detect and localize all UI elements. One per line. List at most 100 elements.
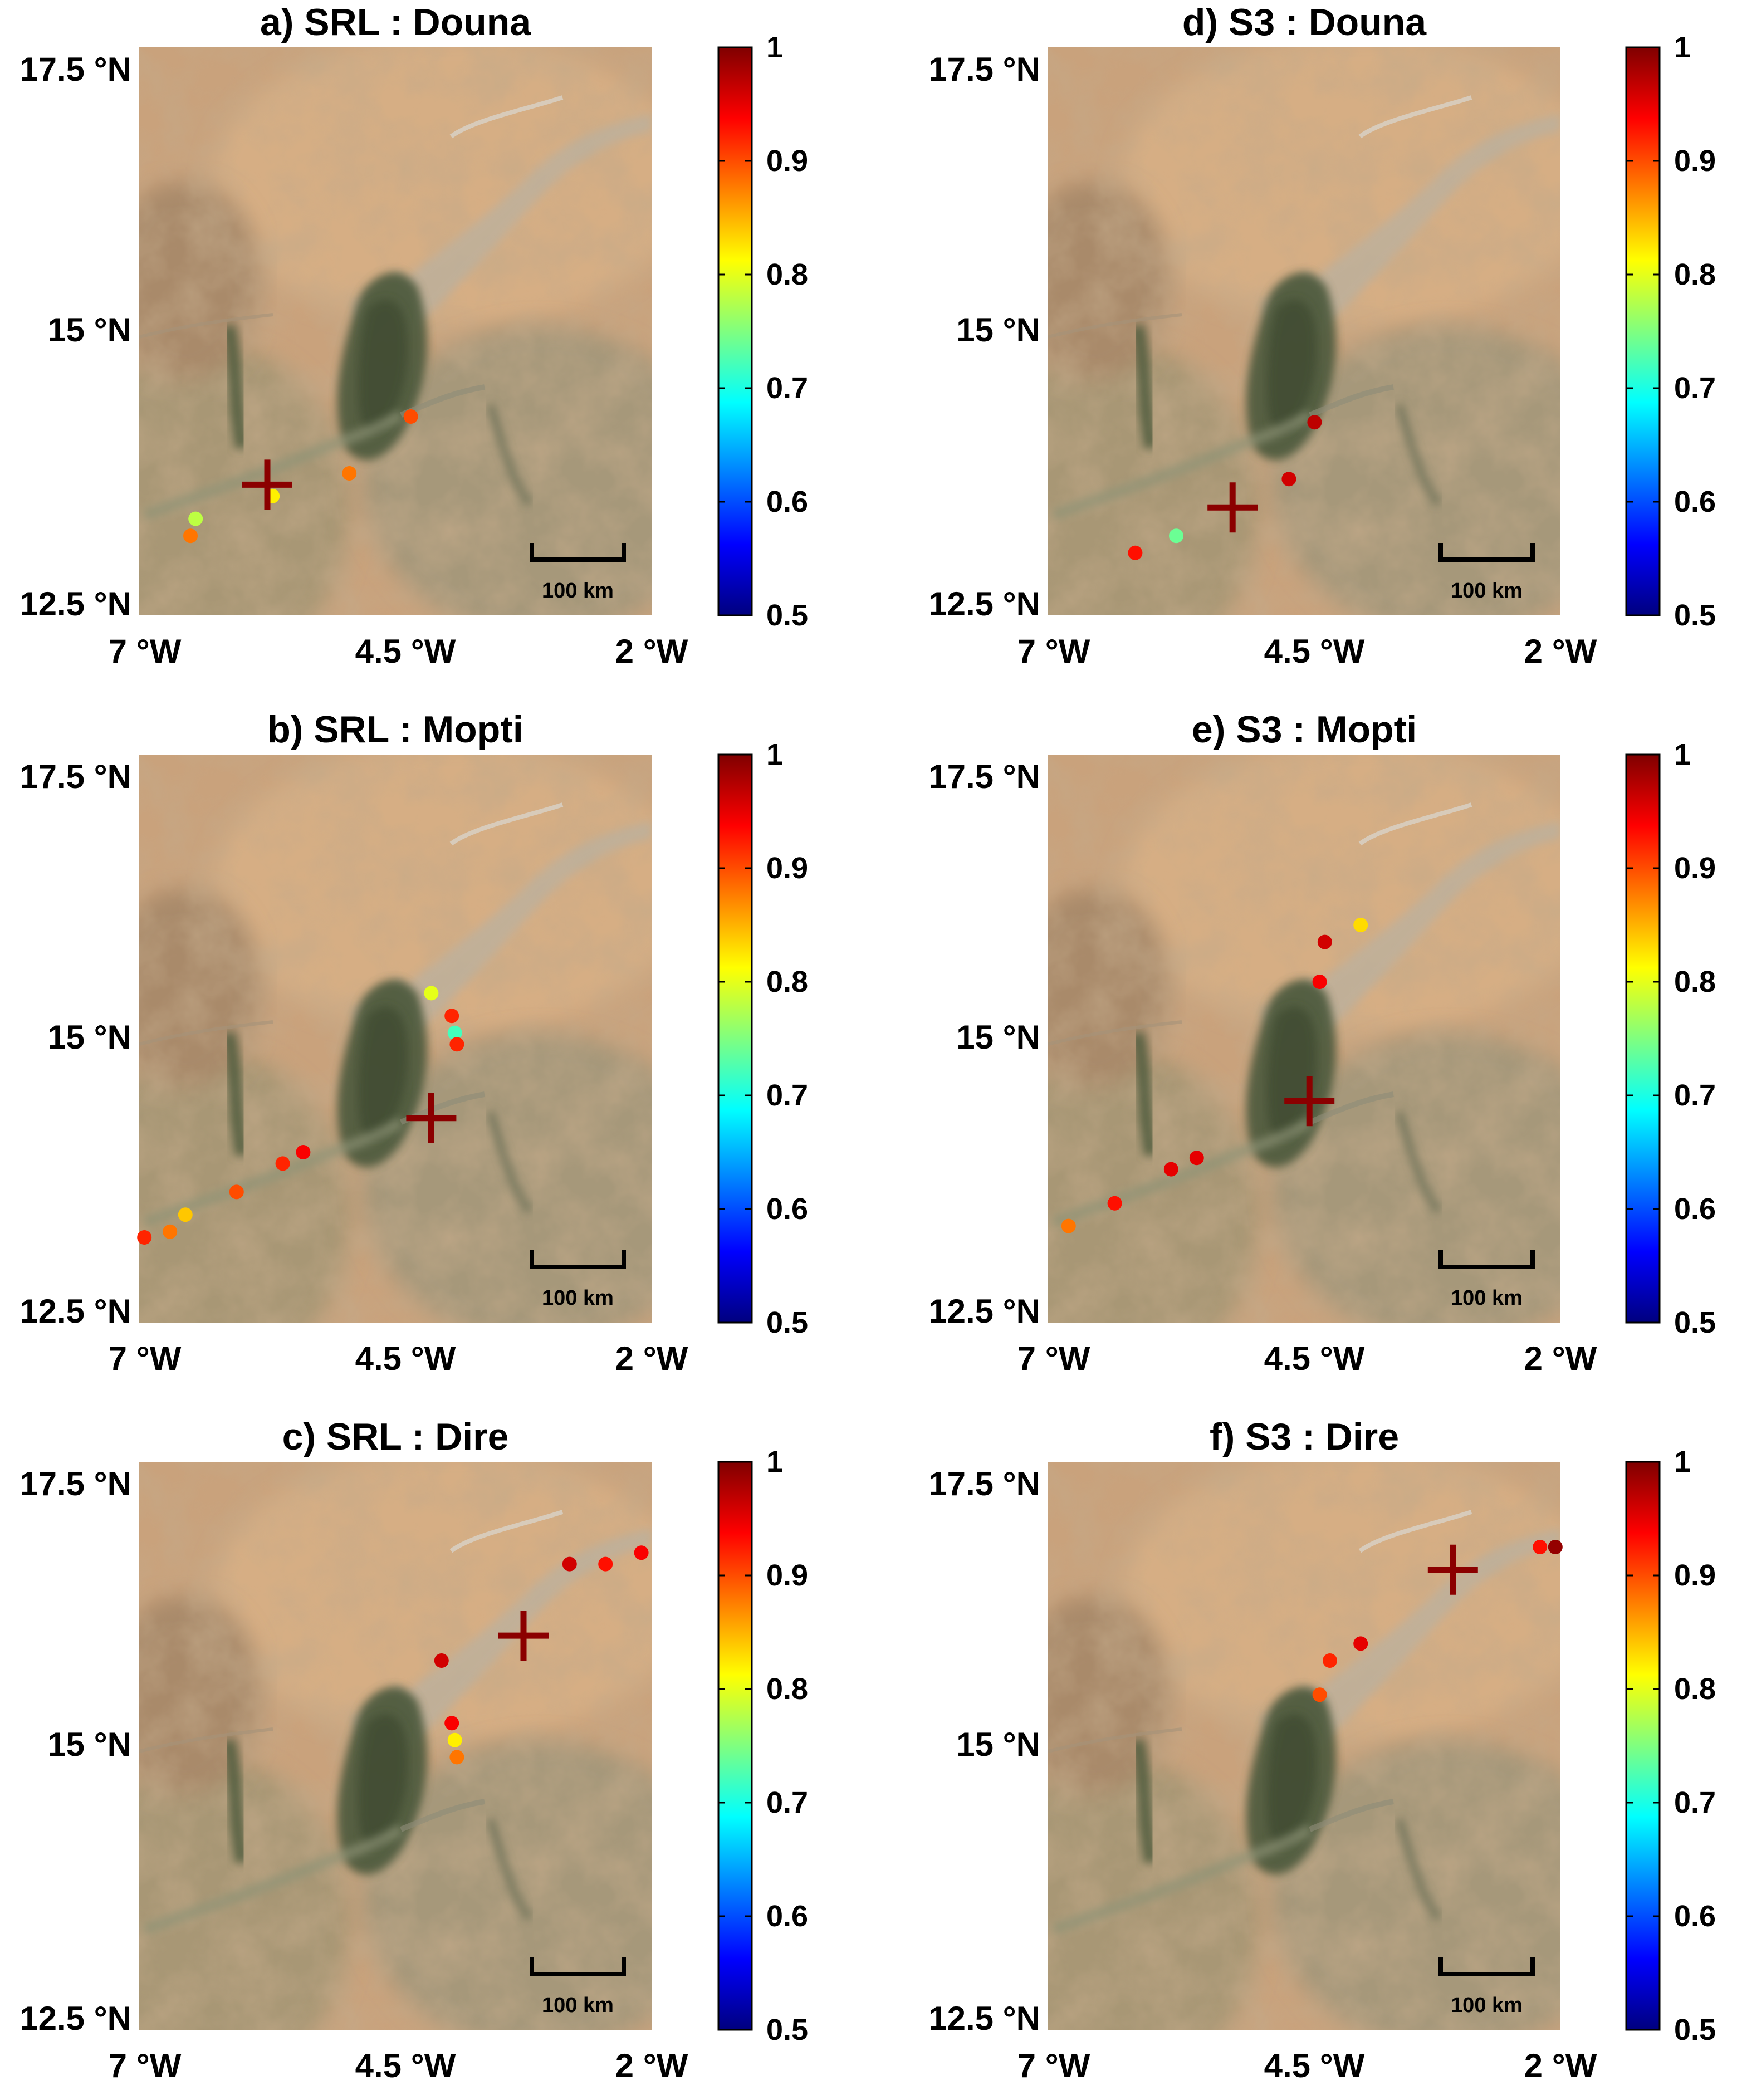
colorbar-tick-label: 0.5 — [766, 599, 808, 632]
colorbar-tick-label: 0.7 — [1674, 1786, 1716, 1819]
lon-tick-label: 2 °W — [615, 2047, 688, 2084]
map-panel-c: c) SRL : Dire 17.5 °N 15 °N 12.5 °N 7 °W 4.5 … — [19, 1416, 808, 2091]
colorbar: 1 0.9 0.8 0.7 0.6 0.5 — [1625, 1445, 1716, 2047]
lat-tick-label: 15 °N — [47, 1726, 131, 1763]
station-marker — [1323, 1653, 1337, 1668]
lat-tick-label: 12.5 °N — [19, 1293, 131, 1330]
panel-title: c) SRL : Dire — [282, 1416, 509, 1458]
gauge-cross-marker — [498, 1611, 549, 1661]
station-marker — [188, 511, 203, 526]
colorbar-tick-label: 1 — [1674, 31, 1691, 64]
colorbar-tick-label: 0.6 — [766, 1900, 808, 1933]
lon-tick-label: 4.5 °W — [355, 2047, 456, 2084]
gauge-cross-marker — [242, 459, 292, 510]
station-marker — [1548, 1540, 1563, 1554]
lon-tick-label: 7 °W — [109, 2047, 182, 2084]
station-marker — [403, 409, 418, 424]
colorbar-tick-label: 0.7 — [766, 1786, 808, 1819]
lat-tick-label: 12.5 °N — [928, 585, 1040, 623]
lat-tick-label: 15 °N — [47, 311, 131, 349]
station-marker — [183, 528, 198, 544]
panel-title: a) SRL : Douna — [260, 1, 531, 43]
panel-title: e) S3 : Mopti — [1192, 708, 1417, 751]
colorbar-tick-label: 0.6 — [1674, 485, 1716, 518]
colorbar-tick-label: 0.8 — [766, 1672, 808, 1706]
lat-tick-label: 17.5 °N — [19, 51, 131, 88]
lon-tick-label: 2 °W — [615, 1340, 688, 1377]
station-marker — [424, 986, 439, 1001]
colorbar-tick-label: 0.6 — [766, 485, 808, 518]
colorbar-tick-label: 0.8 — [1674, 965, 1716, 998]
colorbar-tick-label: 0.5 — [1674, 599, 1716, 632]
gauge-cross-marker — [1284, 1076, 1335, 1127]
satellite-basemap — [970, 743, 1627, 1384]
station-marker — [447, 1732, 462, 1747]
colorbar-tick-label: 0.7 — [1674, 1079, 1716, 1112]
colorbar: 1 0.9 0.8 0.7 0.6 0.5 — [717, 1445, 808, 2047]
colorbar-tick-label: 0.6 — [1674, 1900, 1716, 1933]
map-panel-b: b) SRL : Mopti 17.5 °N 15 °N 12.5 °N 7 °W 4.5… — [19, 708, 808, 1377]
gauge-cross-marker — [1207, 482, 1258, 533]
lat-tick-label: 15 °N — [956, 1726, 1040, 1763]
scale-bar: 100 km — [530, 543, 626, 603]
colorbar-tick-label: 0.9 — [766, 851, 808, 885]
lon-tick-label: 4.5 °W — [355, 1340, 456, 1377]
colorbar-tick-label: 1 — [766, 1445, 783, 1479]
colorbar: 1 0.9 0.8 0.7 0.6 0.5 — [717, 738, 808, 1339]
lon-tick-label: 7 °W — [1017, 633, 1090, 670]
station-marker — [275, 1156, 290, 1171]
gauge-cross-marker — [406, 1093, 457, 1143]
lat-tick-label: 17.5 °N — [19, 758, 131, 795]
colorbar-tick-label: 1 — [766, 31, 783, 64]
map-panel-f: f) S3 : Dire 17.5 °N 15 °N 12.5 °N 7 °W 4.5 °… — [928, 1416, 1716, 2091]
lat-tick-label: 17.5 °N — [928, 758, 1040, 795]
lat-tick-label: 12.5 °N — [928, 1293, 1040, 1330]
station-marker — [1107, 1196, 1122, 1211]
lon-tick-label: 2 °W — [1524, 2047, 1597, 2084]
lat-tick-label: 17.5 °N — [928, 51, 1040, 88]
colorbar: 1 0.9 0.8 0.7 0.6 0.5 — [717, 31, 808, 632]
colorbar-tick-label: 0.8 — [766, 258, 808, 291]
station-marker — [163, 1224, 178, 1239]
station-marker — [1061, 1218, 1076, 1233]
colorbar-tick-label: 1 — [1674, 738, 1691, 771]
scale-bar-label: 100 km — [542, 1286, 614, 1310]
colorbar-tick-label: 0.9 — [1674, 1559, 1716, 1592]
colorbar-tick-label: 0.8 — [1674, 1672, 1716, 1706]
satellite-basemap — [970, 1451, 1627, 2091]
colorbar-tick-label: 0.6 — [766, 1192, 808, 1226]
satellite-basemap — [970, 36, 1627, 677]
station-marker — [444, 1716, 459, 1731]
colorbar-tick-label: 1 — [766, 738, 783, 771]
scale-bar: 100 km — [1438, 1250, 1535, 1310]
colorbar-tick-label: 0.7 — [766, 1079, 808, 1112]
satellite-basemap — [61, 36, 718, 677]
lat-tick-label: 12.5 °N — [928, 2000, 1040, 2037]
colorbar-tick-label: 0.5 — [766, 1306, 808, 1339]
lon-tick-label: 2 °W — [1524, 633, 1597, 670]
station-marker — [1533, 1540, 1548, 1554]
scale-bar: 100 km — [530, 1957, 626, 2017]
panel-title: f) S3 : Dire — [1210, 1416, 1399, 1458]
lon-tick-label: 4.5 °W — [1264, 1340, 1365, 1377]
station-marker — [634, 1545, 649, 1560]
station-marker — [1353, 918, 1368, 932]
station-marker — [1189, 1151, 1204, 1166]
map-panel-d: d) S3 : Douna 17.5 °N 15 °N 12.5 °N 7 °W 4.5 … — [928, 1, 1716, 677]
station-marker — [1312, 975, 1327, 989]
map-panel-a: a) SRL : Douna 17.5 °N 15 °N 12.5 °N 7 °W 4.5… — [19, 1, 808, 677]
colorbar-tick-label: 0.6 — [1674, 1192, 1716, 1226]
scale-bar-label: 100 km — [542, 579, 614, 603]
colorbar: 1 0.9 0.8 0.7 0.6 0.5 — [1625, 738, 1716, 1339]
lon-tick-label: 7 °W — [109, 633, 182, 670]
lon-tick-label: 4.5 °W — [1264, 2047, 1365, 2084]
lon-tick-label: 7 °W — [109, 1340, 182, 1377]
satellite-basemap — [61, 1451, 718, 2091]
station-marker — [434, 1653, 449, 1668]
station-marker — [598, 1556, 613, 1572]
station-marker — [1281, 472, 1296, 487]
station-marker — [178, 1207, 193, 1222]
lon-tick-label: 7 °W — [1017, 1340, 1090, 1377]
map-panel-e: e) S3 : Mopti 17.5 °N 15 °N 12.5 °N 7 °W 4.5 … — [928, 708, 1716, 1384]
station-marker — [1169, 528, 1183, 544]
